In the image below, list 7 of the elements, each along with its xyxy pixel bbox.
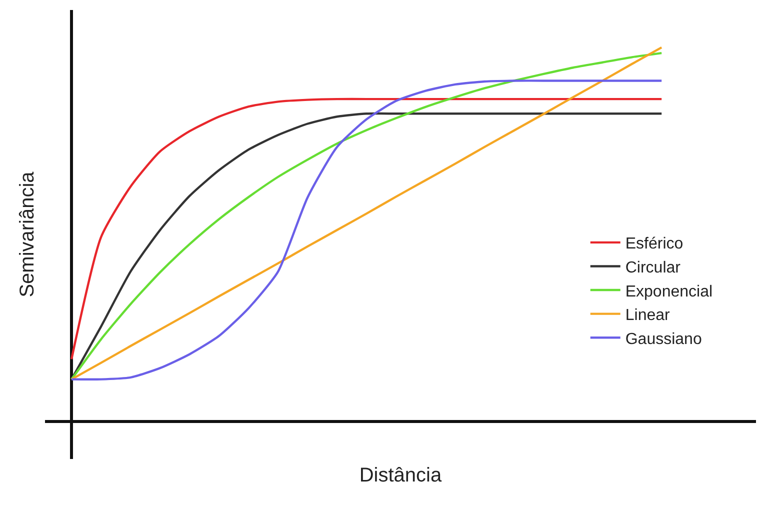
y-axis-title: Semivariância: [16, 170, 38, 298]
legend-label: Linear: [625, 307, 671, 324]
x-axis-title: Distância: [359, 464, 442, 486]
legend-label: Gaussiano: [625, 330, 702, 348]
legend-label: Circular: [625, 259, 682, 276]
legend-label: Exponencial: [625, 283, 713, 300]
legend-label: Esférico: [625, 236, 684, 253]
